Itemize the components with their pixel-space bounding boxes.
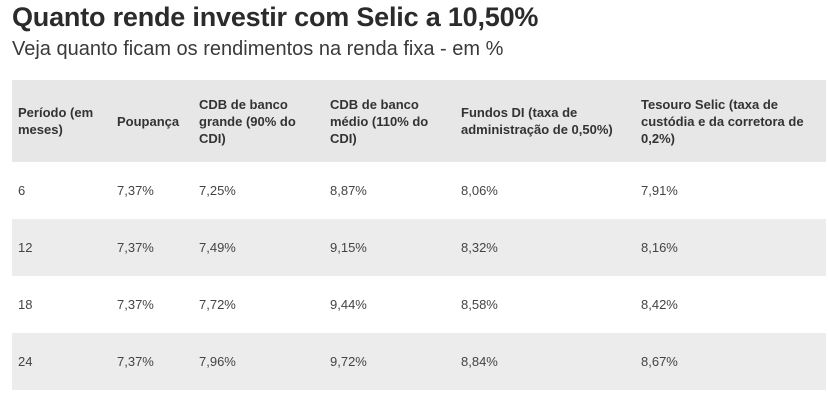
table-cell: 7,49% (193, 219, 324, 276)
table-cell: 7,37% (111, 219, 193, 276)
table-row: 12 7,37% 7,49% 9,15% 8,32% 8,16% (12, 219, 826, 276)
table-cell: 12 (12, 219, 111, 276)
table-cell: 8,16% (635, 219, 826, 276)
table-cell: 7,25% (193, 162, 324, 219)
table-cell: 6 (12, 162, 111, 219)
table-cell: 8,42% (635, 276, 826, 333)
table-cell: 7,91% (635, 162, 826, 219)
table-cell: 9,72% (324, 333, 455, 390)
table-cell: 7,96% (193, 333, 324, 390)
table-row: 18 7,37% 7,72% 9,44% 8,58% 8,42% (12, 276, 826, 333)
column-header-fundos-di: Fundos DI (taxa de administração de 0,50… (455, 80, 635, 162)
table-header-row: Período (em meses) Poupança CDB de banco… (12, 80, 826, 162)
table-cell: 8,87% (324, 162, 455, 219)
yield-table: Período (em meses) Poupança CDB de banco… (12, 80, 826, 390)
table-cell: 7,37% (111, 276, 193, 333)
column-header-cdb-medio: CDB de banco médio (110% do CDI) (324, 80, 455, 162)
table-cell: 7,37% (111, 333, 193, 390)
table-cell: 9,44% (324, 276, 455, 333)
table-cell: 8,58% (455, 276, 635, 333)
table-cell: 24 (12, 333, 111, 390)
table-cell: 8,84% (455, 333, 635, 390)
column-header-tesouro-selic: Tesouro Selic (taxa de custódia e da cor… (635, 80, 826, 162)
column-header-periodo: Período (em meses) (12, 80, 111, 162)
table-cell: 8,32% (455, 219, 635, 276)
table-row: 6 7,37% 7,25% 8,87% 8,06% 7,91% (12, 162, 826, 219)
table-cell: 8,67% (635, 333, 826, 390)
page-title: Quanto rende investir com Selic a 10,50% (12, 2, 539, 32)
column-header-poupanca: Poupança (111, 80, 193, 162)
table-cell: 8,06% (455, 162, 635, 219)
column-header-cdb-grande: CDB de banco grande (90% do CDI) (193, 80, 324, 162)
table-cell: 7,72% (193, 276, 324, 333)
table-cell: 9,15% (324, 219, 455, 276)
page-subtitle: Veja quanto ficam os rendimentos na rend… (12, 38, 504, 60)
table-cell: 7,37% (111, 162, 193, 219)
table-cell: 18 (12, 276, 111, 333)
table-row: 24 7,37% 7,96% 9,72% 8,84% 8,67% (12, 333, 826, 390)
